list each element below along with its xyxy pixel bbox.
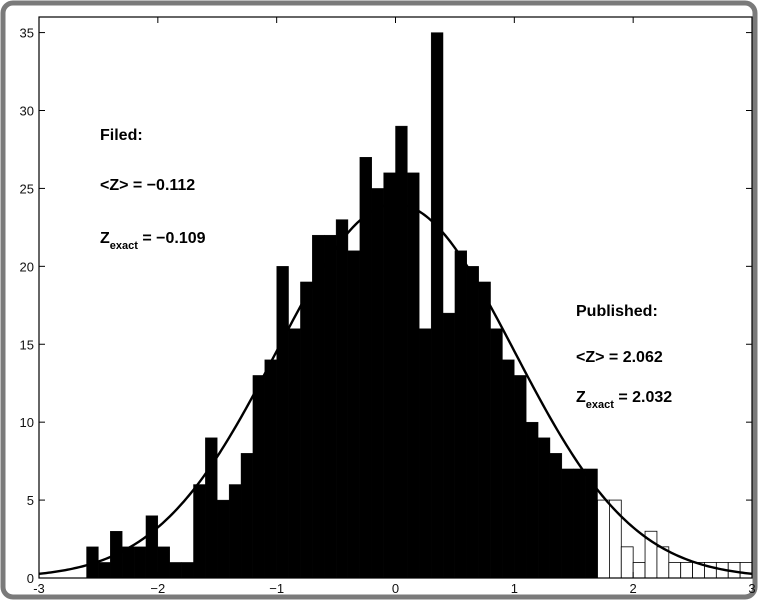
filled-bar (573, 468, 586, 579)
filled-bar (240, 453, 254, 579)
published-exact-subscript: exact (586, 399, 614, 411)
filled-bar (585, 468, 598, 579)
x-tick-label: −1 (269, 581, 284, 596)
filed-exact-prefix: Z (100, 230, 110, 247)
filled-bar (312, 234, 325, 579)
x-tick-label: -3 (33, 581, 45, 596)
filled-bar (383, 172, 396, 579)
filled-bar (288, 328, 301, 579)
filled-bar (217, 499, 230, 579)
y-tick-label: 15 (20, 337, 34, 352)
filled-bar (228, 484, 242, 579)
filed-exact-label: Zexact = −0.109 (100, 230, 206, 252)
normal-curve-group (38, 202, 753, 576)
published-title: Published: (576, 303, 658, 320)
filled-bar (454, 250, 468, 579)
x-tick-label: 0 (392, 581, 399, 596)
filled-bar (490, 328, 503, 579)
normal-curve (38, 202, 753, 576)
filled-bar (133, 546, 147, 579)
filed-exact-value: = −0.109 (138, 230, 206, 247)
x-tick-label: 1 (511, 581, 518, 596)
filled-bar (407, 172, 420, 579)
filled-bar (430, 32, 444, 579)
filled-bar (193, 484, 206, 579)
filled-bar (264, 359, 277, 579)
filed-title: Filed: (100, 127, 143, 144)
y-tick-label: 0 (27, 571, 34, 586)
filled-bar (335, 219, 349, 579)
filled-bar (478, 281, 491, 579)
filled-bar (157, 546, 170, 579)
x-tick-label: 2 (630, 581, 637, 596)
filled-bar (561, 468, 574, 579)
y-tick-label: 20 (20, 259, 34, 274)
hollow-bar (668, 562, 682, 579)
filled-bar (347, 250, 361, 579)
filled-bar (537, 437, 551, 579)
hollow-bar (739, 562, 753, 579)
y-tick-label: 10 (20, 415, 34, 430)
filled-bar (181, 562, 194, 579)
filed-exact-subscript: exact (110, 240, 138, 252)
published-exact-label: Zexact = 2.032 (576, 389, 672, 411)
filled-bar (526, 421, 539, 579)
filled-bar (169, 562, 182, 579)
bars-group (86, 32, 753, 579)
y-tick-label: 25 (20, 181, 34, 196)
hollow-bar (680, 562, 693, 579)
filled-bar (252, 375, 265, 579)
filled-bar (395, 125, 408, 579)
hollow-bar (597, 499, 610, 579)
x-tick-label: −2 (150, 581, 165, 596)
hollow-bar (632, 562, 646, 579)
filled-bar (442, 312, 456, 579)
hollow-bar (620, 546, 634, 579)
published-mean-label: <Z> = 2.062 (576, 349, 663, 366)
y-tick-label: 5 (27, 493, 34, 508)
published-exact-prefix: Z (576, 389, 586, 406)
filed-mean-label: <Z> = −0.112 (100, 177, 195, 194)
filled-bar (502, 359, 515, 579)
x-tick-label: 3 (748, 581, 755, 596)
filled-bar (324, 234, 337, 579)
filled-bar (549, 453, 563, 579)
filled-bar (419, 328, 432, 579)
filled-bar (300, 281, 313, 579)
filled-bar (98, 562, 111, 579)
filled-bar (466, 266, 479, 579)
filled-bar (145, 515, 159, 579)
y-tick-label: 30 (20, 104, 34, 119)
y-tick-label: 35 (20, 26, 34, 41)
filled-bar (371, 188, 384, 579)
published-exact-value: = 2.032 (614, 389, 672, 406)
filled-bar (514, 375, 527, 579)
filled-bar (276, 266, 289, 579)
